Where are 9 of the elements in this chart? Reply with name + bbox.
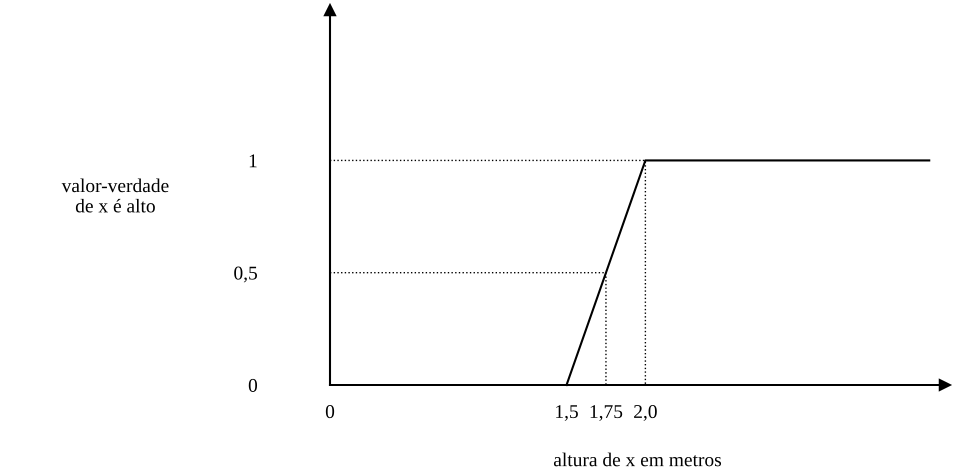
y-tick-label: 0 (248, 378, 258, 392)
x-tick-label: 1,5 (556, 405, 578, 421)
x-axis-title: altura de x em metros (554, 452, 722, 466)
x-tick-label: 1,75 (590, 405, 622, 421)
y-tick-label: 1 (250, 154, 257, 168)
x-tick-label: 0 (326, 405, 334, 418)
x-tick-label: 2,0 (634, 405, 657, 421)
y-tick-label: 0,5 (234, 266, 258, 282)
y-axis-title: valor-verdade de x é alto (62, 178, 169, 213)
